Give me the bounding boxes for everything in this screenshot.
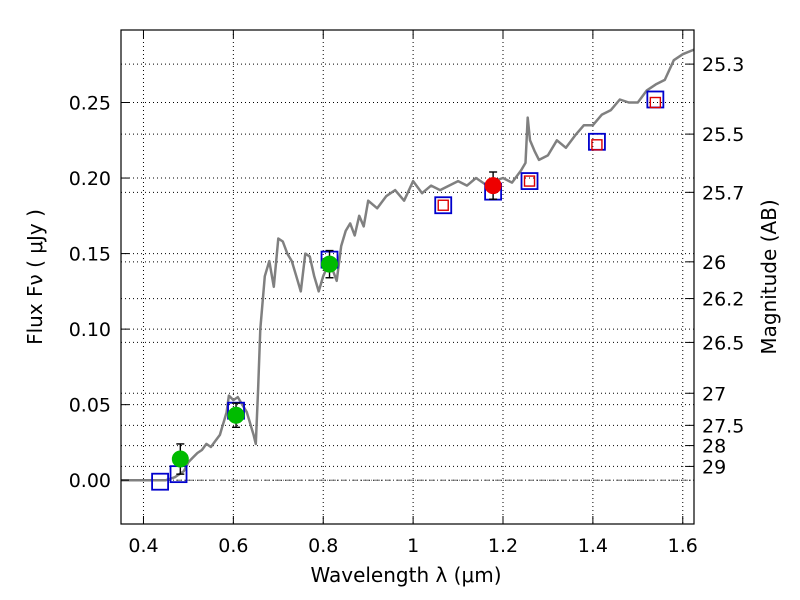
observed-red-point	[484, 177, 502, 195]
upper-limit-box	[591, 139, 603, 151]
magnitude-tick-label: 26	[702, 252, 726, 274]
model-photometry-box	[151, 472, 169, 491]
magnitude-tick-label: 28	[702, 436, 726, 458]
model-sed-line	[121, 48, 695, 482]
magnitude-tick-label: 25.7	[702, 182, 744, 204]
y-axis-right-label: Magnitude (AB)	[757, 199, 781, 354]
magnitude-tick-label: 26.5	[702, 332, 744, 354]
magnitude-guides	[121, 63, 694, 467]
observed-green-point	[171, 450, 189, 468]
plot-frame	[120, 29, 695, 525]
magnitude-tick-label: 27	[702, 383, 726, 405]
x-tick-label: 0.4	[128, 535, 158, 557]
y-tick-label: 0.20	[69, 168, 111, 190]
y-tick-labels: 0.00 0.05 0.10 0.15 0.20 0.25	[69, 93, 111, 493]
y-tick-label: 0.00	[69, 470, 111, 492]
upper-limit-box	[437, 199, 449, 211]
magnitude-tick-label: 26.2	[702, 289, 744, 311]
grid	[121, 30, 694, 524]
magnitude-tick-label: 25.3	[702, 54, 744, 76]
observed-green-point	[321, 255, 339, 273]
observed-green-point	[227, 406, 245, 424]
axis-ticks	[121, 30, 694, 524]
upper-limit-box	[523, 175, 536, 187]
y-axis-label: Flux Fν ( μJy )	[23, 209, 47, 345]
y-tick-label: 0.05	[69, 395, 111, 417]
y-tick-label: 0.25	[69, 93, 111, 115]
magnitude-tick-label: 29	[702, 456, 726, 478]
upper-limit-box	[649, 96, 662, 109]
magnitude-tick-label: 25.5	[702, 124, 744, 146]
x-tick-label: 1.2	[488, 535, 518, 557]
magnitude-tick-label: 27.5	[702, 415, 744, 437]
x-tick-label: 0.8	[308, 535, 338, 557]
x-tick-labels: 0.4 0.6 0.8 1 1.2 1.4 1.6	[128, 535, 698, 557]
y-tick-label: 0.10	[69, 319, 111, 341]
x-tick-label: 1.4	[578, 535, 608, 557]
x-tick-label: 1	[407, 535, 419, 557]
x-tick-label: 1.6	[668, 535, 698, 557]
model-photometry-box	[520, 172, 539, 190]
x-tick-label: 0.6	[218, 535, 248, 557]
model-photometry-box	[434, 196, 453, 215]
y-tick-label: 0.15	[69, 244, 111, 266]
photometry-marks	[151, 90, 665, 491]
x-axis-label: Wavelength λ (μm)	[310, 563, 501, 587]
